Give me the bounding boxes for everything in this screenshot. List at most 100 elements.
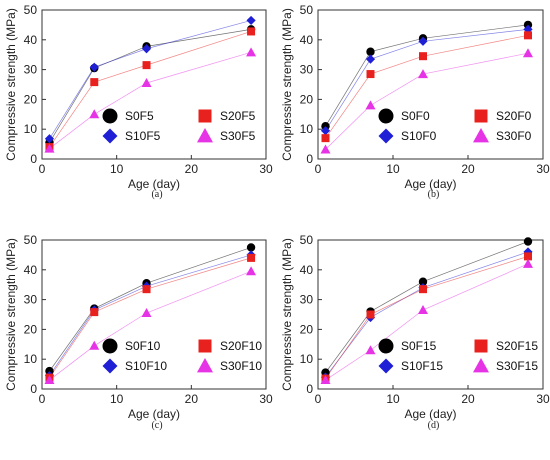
data-point-S30F15: [523, 258, 533, 268]
legend-marker-S30F10: [197, 358, 213, 373]
legend-marker-S10F5: [102, 128, 118, 144]
legend: S0F10 S20F10 S10F10 S30F10: [102, 338, 262, 374]
y-axis-title: Compressive strength (MPa): [4, 238, 18, 391]
legend-label: S30F10: [220, 359, 262, 373]
y-tick-label: 20: [300, 322, 314, 336]
y-axis-title: Compressive strength (MPa): [280, 238, 294, 391]
legend: S0F5 S20F5 S10F5 S30F5: [102, 108, 256, 144]
data-point-S30F15: [365, 345, 376, 355]
series-line-S10F10: [49, 254, 252, 376]
x-axis-title: Age (day): [404, 407, 456, 421]
panel-caption: (b): [428, 189, 440, 200]
y-tick-label: 10: [24, 122, 38, 136]
data-point-S30F10: [141, 308, 152, 318]
plot-frame: [41, 239, 267, 390]
legend-label: S30F0: [496, 129, 532, 143]
legend: S0F0 S20F0 S10F0 S30F0: [378, 108, 532, 144]
x-tick-label: 30: [259, 162, 273, 176]
y-tick-label: 30: [24, 63, 38, 77]
data-point-S10F0: [365, 54, 376, 64]
legend-label: S20F0: [496, 109, 532, 123]
y-tick-label: 20: [24, 322, 38, 336]
x-tick-label: 10: [110, 392, 124, 406]
legend-marker-S10F15: [378, 358, 394, 374]
plot-frame: [317, 239, 544, 390]
data-point-S30F5: [141, 78, 152, 88]
data-point-S30F15: [320, 375, 331, 385]
data-point-S30F5: [246, 47, 257, 57]
y-tick-label: 10: [24, 352, 38, 366]
legend-marker-S30F0: [473, 128, 489, 143]
legend-label: S0F0: [401, 109, 430, 123]
legend-marker-S10F0: [378, 128, 394, 144]
x-axis-title: Age (day): [404, 177, 456, 191]
x-tick-label: 20: [461, 392, 475, 406]
series-line-S10F15: [325, 251, 529, 378]
series-line-S20F15: [325, 256, 529, 379]
series-line-S10F0: [325, 29, 529, 131]
panel-caption: (a): [151, 189, 162, 200]
legend-label: S0F15: [401, 339, 437, 353]
chart-panel-2: 0 10 20 30 40 50 0 10 20 30 Age (day) Compressive s…: [280, 3, 550, 200]
legend-marker-S20F5: [198, 109, 212, 123]
legend-label: S20F5: [220, 109, 256, 123]
x-axis-title: Age (day): [128, 407, 180, 421]
data-point-S10F5: [44, 134, 55, 144]
x-tick-label: 30: [536, 392, 550, 406]
y-tick-label: 40: [24, 33, 38, 47]
x-tick-label: 30: [259, 392, 273, 406]
x-tick-label: 20: [461, 162, 475, 176]
data-point-S30F15: [418, 305, 428, 315]
data-point-S20F0: [419, 52, 427, 61]
chart-panel-4: 0 10 20 30 40 50 0 10 20 30 Age (day) Compressive s…: [280, 233, 550, 431]
chart-panel-1: 0 10 20 30 40 50 0 10 20 30 Age (day) Compressive s…: [4, 3, 273, 200]
data-point-S10F5: [141, 44, 152, 54]
panel-caption: (c): [151, 420, 162, 431]
x-tick-label: 0: [39, 392, 46, 406]
data-point-S20F0: [366, 70, 375, 79]
series-line-S30F5: [49, 51, 252, 149]
data-point-S20F0: [321, 134, 330, 143]
x-tick-label: 10: [386, 162, 400, 176]
legend-label: S10F10: [125, 359, 167, 373]
legend-marker-S0F10: [102, 338, 118, 354]
data-point-S20F0: [524, 31, 532, 40]
legend-marker-S10F10: [102, 358, 118, 374]
data-point-S0F10: [246, 243, 256, 252]
x-tick-label: 0: [315, 392, 322, 406]
series-line-S0F15: [325, 241, 529, 373]
y-axis-title: Compressive strength (MPa): [280, 8, 294, 161]
x-tick-label: 0: [315, 162, 322, 176]
legend-label: S30F15: [496, 359, 538, 373]
y-tick-label: 50: [300, 3, 314, 17]
data-point-S0F0: [366, 47, 375, 56]
data-point-S20F10: [247, 253, 256, 262]
legend-marker-S30F5: [197, 128, 213, 143]
series-line-S20F10: [49, 257, 252, 378]
x-tick-label: 20: [185, 392, 199, 406]
legend-label: S20F10: [220, 339, 262, 353]
series-line-S30F0: [325, 52, 529, 150]
panel-caption: (d): [428, 420, 440, 431]
legend-marker-S20F15: [474, 339, 488, 353]
data-point-S20F15: [524, 252, 532, 261]
y-tick-label: 0: [30, 152, 37, 166]
legend-marker-S30F15: [473, 358, 489, 373]
legend-label: S10F5: [125, 129, 161, 143]
data-point-S20F10: [142, 285, 151, 294]
data-point-S10F0: [523, 24, 533, 34]
x-tick-label: 10: [386, 392, 400, 406]
legend-marker-S0F0: [378, 108, 394, 124]
data-point-S30F5: [44, 143, 55, 153]
data-point-S20F5: [247, 27, 256, 36]
data-point-S30F0: [418, 69, 428, 79]
data-point-S30F0: [320, 144, 331, 154]
data-point-S0F15: [523, 237, 533, 246]
series-line-S0F10: [49, 247, 252, 372]
plot-frame: [41, 9, 267, 160]
y-tick-label: 40: [300, 263, 314, 277]
y-tick-label: 30: [24, 293, 38, 307]
data-point-S10F0: [418, 36, 428, 46]
y-tick-label: 50: [300, 233, 314, 247]
y-tick-label: 30: [300, 293, 314, 307]
